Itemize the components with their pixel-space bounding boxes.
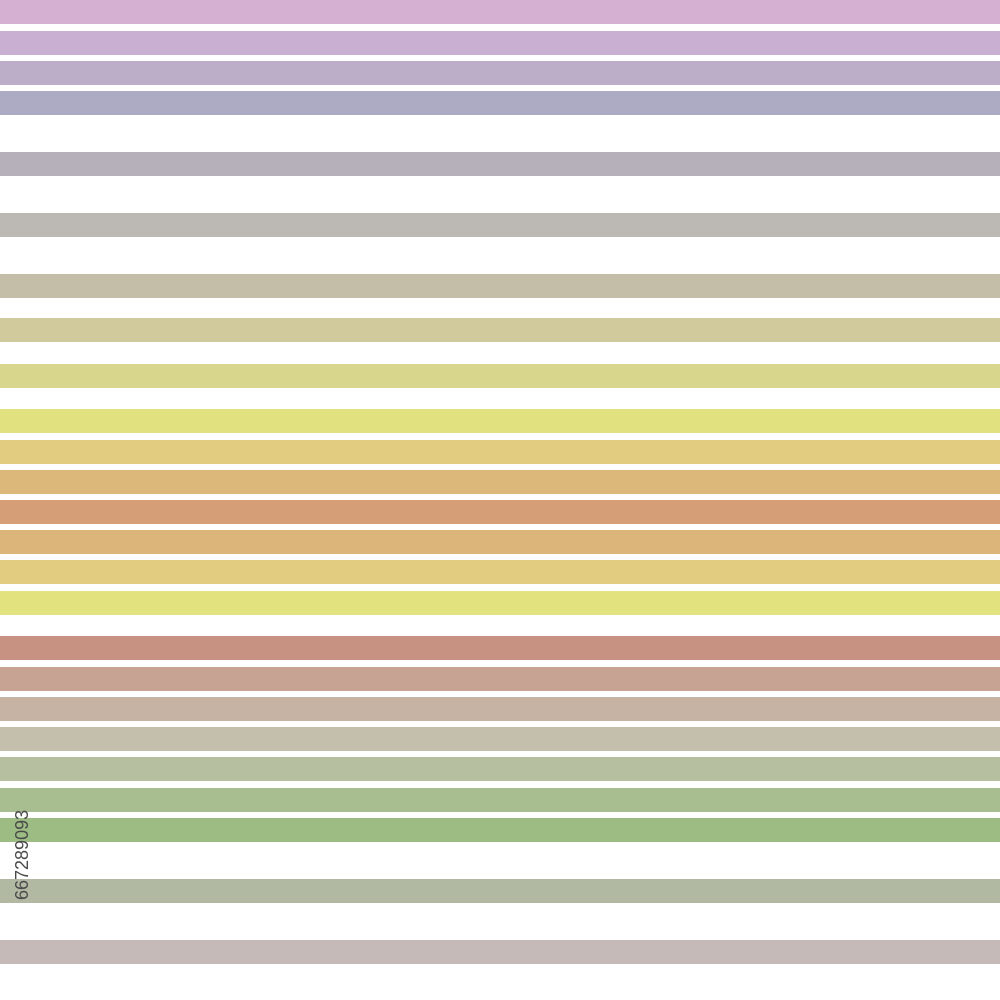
stripe	[0, 500, 1000, 524]
stripe	[0, 591, 1000, 615]
stripe	[0, 364, 1000, 388]
stripe	[0, 727, 1000, 751]
watermark-id: 667289093	[12, 810, 32, 900]
stripe	[0, 91, 1000, 115]
stripe	[0, 31, 1000, 55]
stripe	[0, 940, 1000, 964]
stripe	[0, 667, 1000, 691]
stripe	[0, 818, 1000, 842]
stripe	[0, 697, 1000, 721]
stripe	[0, 409, 1000, 433]
stripe	[0, 560, 1000, 584]
stripe	[0, 61, 1000, 85]
stripe	[0, 879, 1000, 903]
stripe	[0, 757, 1000, 781]
stripe	[0, 788, 1000, 812]
stripe	[0, 318, 1000, 342]
stripe	[0, 636, 1000, 660]
stripe	[0, 470, 1000, 494]
stripe	[0, 0, 1000, 24]
stripe	[0, 213, 1000, 237]
stripe	[0, 440, 1000, 464]
stripe	[0, 274, 1000, 298]
stripe	[0, 530, 1000, 554]
stripes	[0, 0, 1000, 964]
stripe	[0, 152, 1000, 176]
